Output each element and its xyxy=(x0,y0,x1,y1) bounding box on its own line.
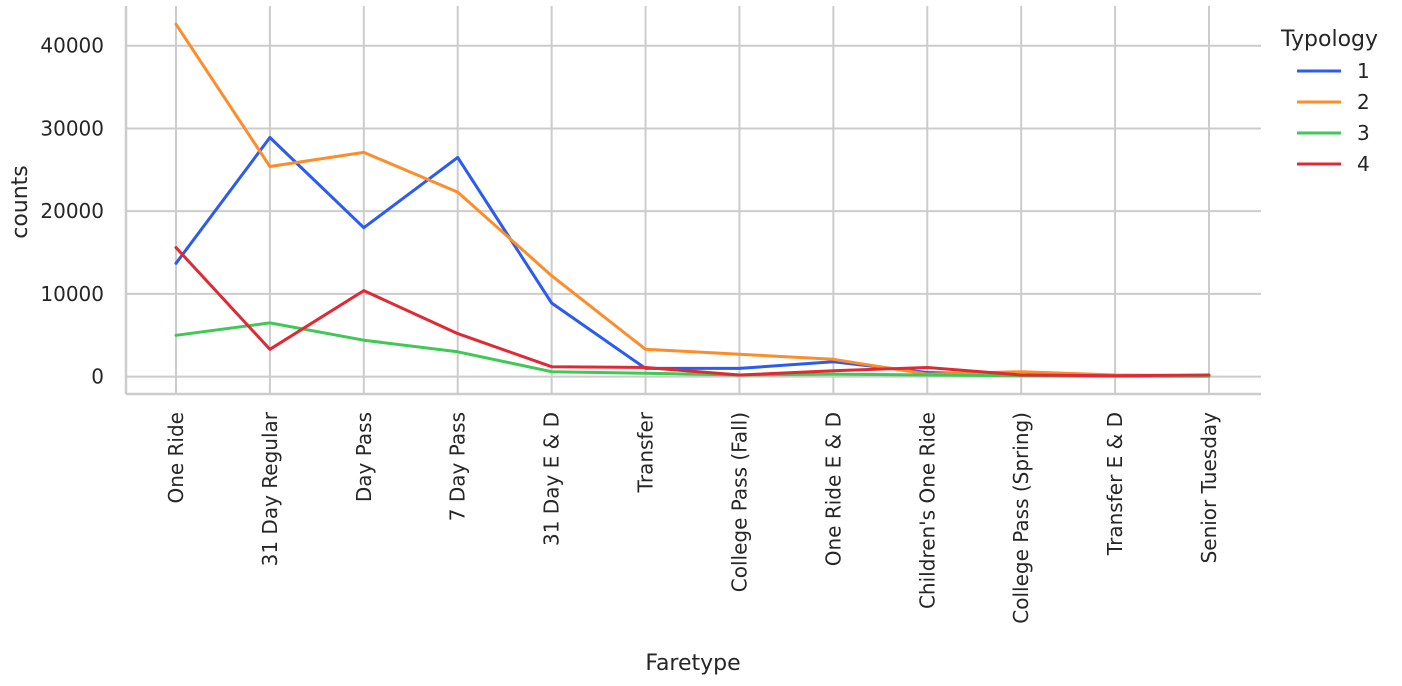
x-tick-label: College Pass (Spring) xyxy=(1009,412,1033,624)
x-tick-label: One Ride xyxy=(164,412,188,504)
legend-label-1: 1 xyxy=(1357,59,1370,83)
legend-label-4: 4 xyxy=(1357,152,1370,176)
x-tick-label: Children's One Ride xyxy=(915,412,939,609)
y-axis-label: counts xyxy=(8,165,33,239)
x-tick-label: College Pass (Fall) xyxy=(727,412,751,592)
x-tick-label: 31 Day Regular xyxy=(258,411,282,566)
legend-title: Typology xyxy=(1280,27,1378,52)
x-tick-label: 7 Day Pass xyxy=(446,412,470,521)
y-tick-labels: 0 10000 20000 30000 40000 xyxy=(40,34,104,389)
y-tick-label: 30000 xyxy=(40,116,104,140)
y-tick-label: 20000 xyxy=(40,199,104,223)
legend: Typology 1 2 3 4 xyxy=(1280,27,1378,176)
series-line-4 xyxy=(174,246,1211,378)
grid xyxy=(126,6,1261,394)
series-line-1 xyxy=(174,136,1211,378)
legend-label-2: 2 xyxy=(1357,90,1370,114)
y-tick-label: 40000 xyxy=(40,34,104,58)
axes xyxy=(124,6,1261,396)
x-tick-label: Transfer xyxy=(634,411,658,493)
legend-label-3: 3 xyxy=(1357,121,1370,145)
x-tick-label: One Ride E & D xyxy=(821,412,845,566)
legend-items: 1 2 3 4 xyxy=(1297,59,1370,176)
x-tick-label: Senior Tuesday xyxy=(1197,412,1221,564)
y-tick-label: 0 xyxy=(91,365,104,389)
x-tick-label: Transfer E & D xyxy=(1103,412,1127,556)
x-tick-label: Day Pass xyxy=(352,412,376,502)
series-lines xyxy=(174,22,1211,378)
series-line-2 xyxy=(174,22,1211,378)
y-tick-label: 10000 xyxy=(40,282,104,306)
x-axis-label: Faretype xyxy=(645,651,740,676)
x-tick-label: 31 Day E & D xyxy=(540,412,564,546)
x-tick-labels: One Ride 31 Day Regular Day Pass 7 Day Pass… xyxy=(164,411,1221,624)
